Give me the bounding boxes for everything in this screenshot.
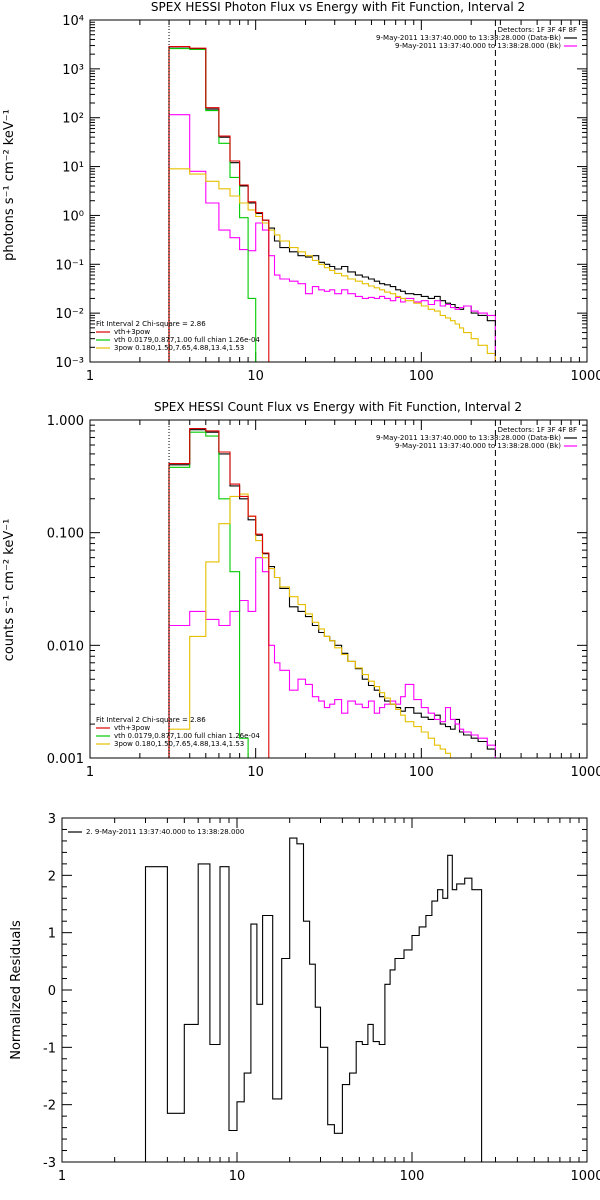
series-line-0: [168, 429, 496, 758]
y-tick-label: 10¹: [62, 161, 84, 176]
plot-frame: [61, 817, 588, 1163]
x-tick-label: 1: [58, 1169, 66, 1184]
y-tick-label: 10²: [62, 112, 84, 127]
legend-entry-label: vth+3pow: [114, 328, 150, 336]
series-line-0: [144, 837, 483, 1162]
legend-entry-label: 9-May-2011 13:37:40.000 to 13:38:28.000 …: [395, 442, 561, 450]
y-axis-label: counts s⁻¹ cm⁻² keV⁻¹: [2, 519, 17, 662]
plot-frame: [89, 19, 588, 363]
legend-entry-label: vth+3pow: [114, 724, 150, 732]
y-tick-label: 3: [48, 812, 56, 827]
photon-flux-panel: SPEX HESSI Photon Flux vs Energy with Fi…: [2, 0, 600, 384]
legend-entry-label: 3pow 0.180,1.50,7.65,4.88,13.4,1.53: [114, 344, 244, 352]
series-line-1: [168, 557, 496, 758]
y-tick-label: 0.100: [47, 527, 84, 542]
series-line-0: [168, 46, 496, 362]
series-line-2: [168, 48, 257, 362]
y-axis-label: Normalized Residuals: [9, 920, 24, 1060]
x-tick-label: 100: [409, 369, 434, 384]
x-tick-label: 1000: [570, 765, 600, 780]
y-tick-label: 2: [48, 869, 56, 884]
x-tick-label: 10: [247, 765, 264, 780]
series-line-1: [168, 114, 496, 362]
residuals-panel: Normalized Residuals 1 10 100 10003210-1-2-…: [9, 812, 600, 1184]
chart-title: SPEX HESSI Photon Flux vs Energy with Fi…: [151, 0, 525, 14]
y-tick-label: 1: [48, 927, 56, 942]
x-tick-label: 1000: [570, 1169, 600, 1184]
x-tick-label: 1000: [570, 369, 600, 384]
y-tick-label: 10⁰: [62, 209, 84, 224]
series-line-2: [168, 431, 256, 759]
legend-header: Detectors: 1F 3F 4F 8F: [498, 26, 577, 34]
legend-entry-label: 9-May-2011 13:37:40.000 to 13:38:28.000 …: [395, 42, 561, 50]
legend-entry-label: vth 0.0179,0.877,1.00 full chian 1.26e-0…: [114, 732, 260, 740]
series-line-3: [168, 168, 496, 362]
legend-entry-label: vth 0.0179,0.877,1.00 full chian 1.26e-0…: [114, 336, 260, 344]
y-tick-label: 10⁻¹: [55, 258, 84, 273]
legend-header: Fit Interval 2 Chi-square = 2.86: [96, 320, 206, 328]
series-line-4: [168, 46, 270, 362]
series-line-4: [168, 427, 270, 758]
x-tick-label: 100: [400, 1169, 425, 1184]
legend-entry-label: 9-May-2011 13:37:40.000 to 13:38:28.000 …: [376, 34, 561, 42]
y-tick-label: 0: [48, 984, 56, 999]
count-flux-panel: SPEX HESSI Count Flux vs Energy with Fit…: [2, 400, 600, 780]
x-tick-label: 10: [247, 369, 264, 384]
y-tick-label: 0.010: [47, 639, 84, 654]
x-tick-label: 10: [229, 1169, 246, 1184]
legend-entry-label: 9-May-2011 13:37:40.000 to 13:38:28.000 …: [376, 434, 561, 442]
legend-header: Fit Interval 2 Chi-square = 2.86: [96, 716, 206, 724]
legend-header: Detectors: 1F 3F 4F 8F: [498, 426, 577, 434]
y-tick-label: 10⁻²: [55, 307, 84, 322]
series-line-3: [168, 493, 496, 759]
chart-title: SPEX HESSI Count Flux vs Energy with Fit…: [154, 400, 522, 414]
y-tick-label: 10³: [62, 63, 84, 78]
x-tick-label: 100: [409, 765, 434, 780]
y-tick-label: 10⁴: [62, 14, 84, 29]
y-tick-label: 0.001: [47, 752, 84, 767]
plot-frame: [89, 419, 588, 759]
x-tick-label: 1: [86, 369, 94, 384]
y-axis-label: photons s⁻¹ cm⁻² keV⁻¹: [2, 109, 17, 261]
x-tick-label: 1: [86, 765, 94, 780]
y-tick-label: 10⁻³: [55, 356, 84, 371]
y-tick-label: -1: [43, 1041, 56, 1056]
y-tick-label: -2: [43, 1099, 56, 1114]
legend-entry-label: 3pow 0.180,1.50,7.65,4.88,13.4,1.53: [114, 740, 244, 748]
legend-entry-label: 2. 9-May-2011 13:37:40.000 to 13:38:28.0…: [86, 828, 244, 836]
y-tick-label: -3: [43, 1156, 56, 1171]
y-tick-label: 1.000: [47, 414, 84, 429]
